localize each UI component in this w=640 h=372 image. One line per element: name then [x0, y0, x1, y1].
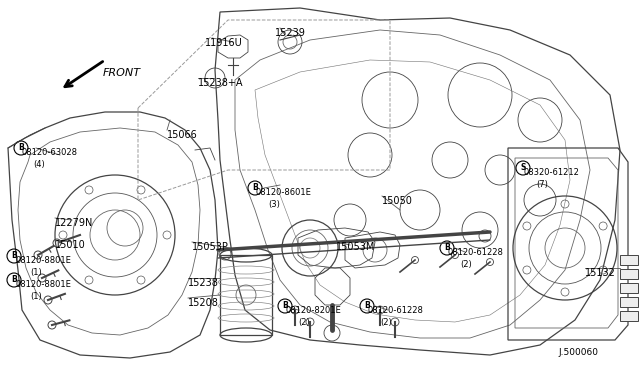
Bar: [620, 269, 638, 279]
Text: 12279N: 12279N: [55, 218, 93, 228]
Text: 08120-63028: 08120-63028: [22, 148, 78, 157]
Text: 15238+A: 15238+A: [198, 78, 243, 88]
Text: 15010: 15010: [55, 240, 86, 250]
Text: B: B: [18, 144, 24, 153]
Text: (7): (7): [536, 180, 548, 189]
Text: (2): (2): [298, 318, 310, 327]
Text: (2): (2): [460, 260, 472, 269]
Text: 15053M: 15053M: [336, 242, 376, 252]
Text: 08320-61212: 08320-61212: [524, 168, 580, 177]
Bar: [620, 297, 638, 307]
Text: 08120-8201E: 08120-8201E: [286, 306, 342, 315]
Text: S: S: [520, 164, 525, 173]
Bar: [620, 311, 638, 321]
Text: 08120-61228: 08120-61228: [368, 306, 424, 315]
Text: 15208: 15208: [188, 298, 219, 308]
Text: B: B: [11, 251, 17, 260]
Text: 15066: 15066: [167, 130, 198, 140]
Bar: [620, 255, 638, 265]
Text: (2): (2): [380, 318, 392, 327]
Text: 08120-8801E: 08120-8801E: [15, 256, 71, 265]
Text: B: B: [11, 276, 17, 285]
Text: B: B: [364, 301, 370, 311]
Text: B: B: [252, 183, 258, 192]
Text: 15238: 15238: [188, 278, 219, 288]
Text: B: B: [282, 301, 288, 311]
Text: 15050: 15050: [382, 196, 413, 206]
Text: 15239: 15239: [275, 28, 306, 38]
Text: J.500060: J.500060: [558, 348, 598, 357]
Text: 11916U: 11916U: [205, 38, 243, 48]
Text: (1): (1): [30, 292, 42, 301]
Bar: [220, 255, 272, 335]
Text: (1): (1): [30, 268, 42, 277]
Text: 08120-8801E: 08120-8801E: [15, 280, 71, 289]
Text: 15053P: 15053P: [192, 242, 229, 252]
Text: 08120-8601E: 08120-8601E: [256, 188, 312, 197]
Text: 08120-61228: 08120-61228: [448, 248, 504, 257]
Text: (3): (3): [268, 200, 280, 209]
Text: (4): (4): [33, 160, 45, 169]
Text: B: B: [444, 244, 450, 253]
Text: FRONT: FRONT: [103, 68, 141, 78]
Bar: [620, 283, 638, 293]
Text: 15132: 15132: [585, 268, 616, 278]
